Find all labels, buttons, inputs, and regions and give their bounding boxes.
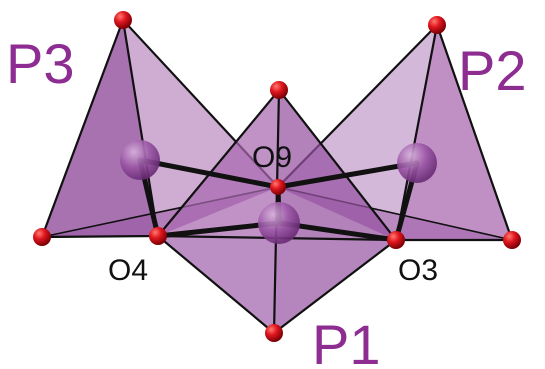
oxygen-atom-top-left	[114, 11, 132, 29]
phosphorus-atom-p1	[258, 202, 300, 244]
oxygen-atom-top-right	[428, 16, 446, 34]
oxygen-atoms	[33, 11, 521, 342]
oxygen-atom-o9	[270, 179, 286, 195]
oxygen-atom-top-center	[270, 81, 288, 99]
oxygen-atom-o3	[387, 231, 405, 249]
oxygen-atom-right	[503, 231, 521, 249]
label-o3: O3	[398, 254, 438, 287]
oxygen-atom-o4	[149, 227, 167, 245]
phosphorus-atoms	[120, 140, 437, 244]
label-o9: O9	[252, 141, 292, 174]
oxygen-atom-left	[33, 228, 51, 246]
label-p2: P2	[458, 39, 527, 102]
phosphorus-atom-p3	[120, 140, 160, 180]
label-p3: P3	[6, 32, 75, 95]
phosphorus-atom-p2	[397, 143, 437, 183]
label-o4: O4	[108, 254, 148, 287]
label-p1: P1	[312, 313, 381, 369]
oxygen-atom-bottom	[265, 324, 283, 342]
